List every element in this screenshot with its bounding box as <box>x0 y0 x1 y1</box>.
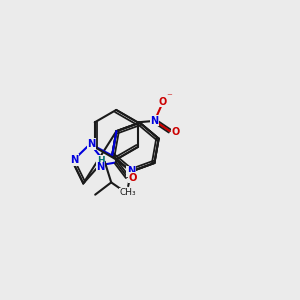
Text: N: N <box>96 162 105 172</box>
Text: O: O <box>128 173 137 183</box>
Text: ⁻: ⁻ <box>166 92 172 102</box>
Text: N: N <box>70 155 78 165</box>
Text: N: N <box>127 167 135 176</box>
Text: CH₃: CH₃ <box>120 188 136 197</box>
Text: O: O <box>172 127 180 137</box>
Text: N: N <box>87 139 96 149</box>
Text: H: H <box>97 156 104 165</box>
Text: N: N <box>151 116 159 126</box>
Text: O: O <box>158 97 166 107</box>
